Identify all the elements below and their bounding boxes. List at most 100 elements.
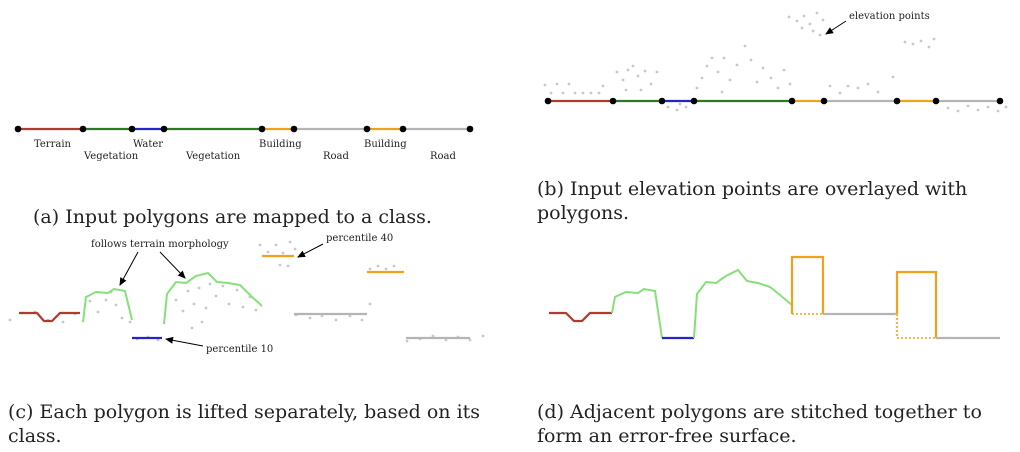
vertex xyxy=(609,97,617,105)
annotation-percentile-10: percentile 10 xyxy=(206,344,273,355)
elevation-point xyxy=(61,320,65,324)
elevation-point xyxy=(431,334,435,338)
annotation-elevation-points: elevation points xyxy=(849,11,930,22)
elevation-point xyxy=(626,68,630,72)
elevation-point xyxy=(543,83,547,87)
elevation-point xyxy=(769,76,773,80)
elevation-point xyxy=(808,22,812,26)
elevation-point xyxy=(360,318,364,322)
elevation-point xyxy=(88,299,92,303)
elevation-point xyxy=(700,76,704,80)
caption-a: (a) Input polygons are mapped to a class… xyxy=(33,206,432,228)
elevation-point xyxy=(274,243,278,247)
elevation-point xyxy=(675,108,679,112)
surface-terrain xyxy=(549,311,612,323)
vertex xyxy=(363,125,371,133)
elevation-point xyxy=(204,306,208,310)
elevation-point xyxy=(678,102,682,106)
elevation-point xyxy=(156,338,160,342)
elevation-point xyxy=(348,314,352,318)
surface-vegetation xyxy=(693,268,793,339)
vertex xyxy=(399,125,407,133)
caption-b: (b) Input elevation points are overlayed… xyxy=(537,178,968,224)
annotation-arrow xyxy=(119,251,139,286)
elevation-point xyxy=(597,91,601,95)
elevation-point xyxy=(911,42,915,46)
vertex xyxy=(788,97,796,105)
elevation-point xyxy=(800,26,804,30)
elevation-point xyxy=(567,82,571,86)
elevation-point xyxy=(716,70,720,74)
vertex xyxy=(79,125,87,133)
elevation-point xyxy=(624,88,628,92)
elevation-point xyxy=(818,33,822,37)
elevation-point xyxy=(266,250,270,254)
panel-a: Terrain Vegetation Water Vegetation Buil… xyxy=(14,125,474,162)
elevation-point xyxy=(815,11,819,15)
elevation-point xyxy=(621,78,625,82)
elevation-point xyxy=(828,84,832,88)
elevation-point xyxy=(384,267,388,271)
vertex xyxy=(258,125,266,133)
class-label-vegetation: Vegetation xyxy=(83,151,139,162)
elevation-point xyxy=(241,305,245,309)
elevation-point xyxy=(761,66,765,70)
annotation-arrow xyxy=(297,243,324,258)
elevation-point xyxy=(996,109,1000,113)
panel-b: elevation points xyxy=(543,11,1008,113)
elevation-point xyxy=(573,91,577,95)
vertex xyxy=(466,125,474,133)
elevation-point xyxy=(208,282,212,286)
elevation-point xyxy=(866,82,870,86)
elevation-point xyxy=(392,264,396,268)
elevation-point xyxy=(986,105,990,109)
surface-building xyxy=(790,255,825,314)
annotation-arrow xyxy=(825,20,847,35)
elevation-point xyxy=(643,69,647,73)
elevation-point xyxy=(444,338,448,342)
elevation-point xyxy=(549,91,553,95)
class-label-building: Building xyxy=(364,139,407,150)
elevation-point xyxy=(684,105,688,109)
elevation-point xyxy=(376,264,380,268)
elevation-point xyxy=(976,108,980,112)
elevation-point xyxy=(104,298,108,302)
vertex xyxy=(14,125,22,133)
elevation-point xyxy=(720,90,724,94)
elevation-point xyxy=(258,243,262,247)
elevation-point xyxy=(695,86,699,90)
class-label-building: Building xyxy=(259,139,302,150)
annotation-percentile-40: percentile 40 xyxy=(326,233,393,244)
elevation-point xyxy=(655,70,659,74)
elevation-point xyxy=(128,320,132,324)
elevation-point xyxy=(120,316,124,320)
vertex xyxy=(996,97,1004,105)
elevation-point xyxy=(856,86,860,90)
elevation-point xyxy=(278,263,282,267)
elevation-point xyxy=(308,316,312,320)
panel-d xyxy=(549,255,1000,340)
vertex xyxy=(160,125,168,133)
annotation-arrow xyxy=(165,336,204,347)
elevation-point xyxy=(601,84,605,88)
vertex xyxy=(128,125,136,133)
elevation-point xyxy=(788,82,792,86)
elevation-points xyxy=(8,240,485,343)
elevation-point xyxy=(581,91,585,95)
surface-vegetation xyxy=(611,287,663,339)
elevation-point xyxy=(468,338,472,342)
class-label-vegetation: Vegetation xyxy=(185,151,241,162)
elevation-point xyxy=(776,86,780,90)
elevation-point xyxy=(334,318,338,322)
vertices xyxy=(14,125,474,133)
vertex xyxy=(893,97,901,105)
elevation-point xyxy=(8,318,12,322)
elevation-point xyxy=(838,91,842,95)
caption-c: (c) Each polygon is lifted separately, b… xyxy=(8,401,481,447)
elevation-point xyxy=(555,82,559,86)
elevation-point xyxy=(749,58,753,62)
elevation-point xyxy=(368,302,372,306)
class-label-terrain: Terrain xyxy=(34,139,72,150)
